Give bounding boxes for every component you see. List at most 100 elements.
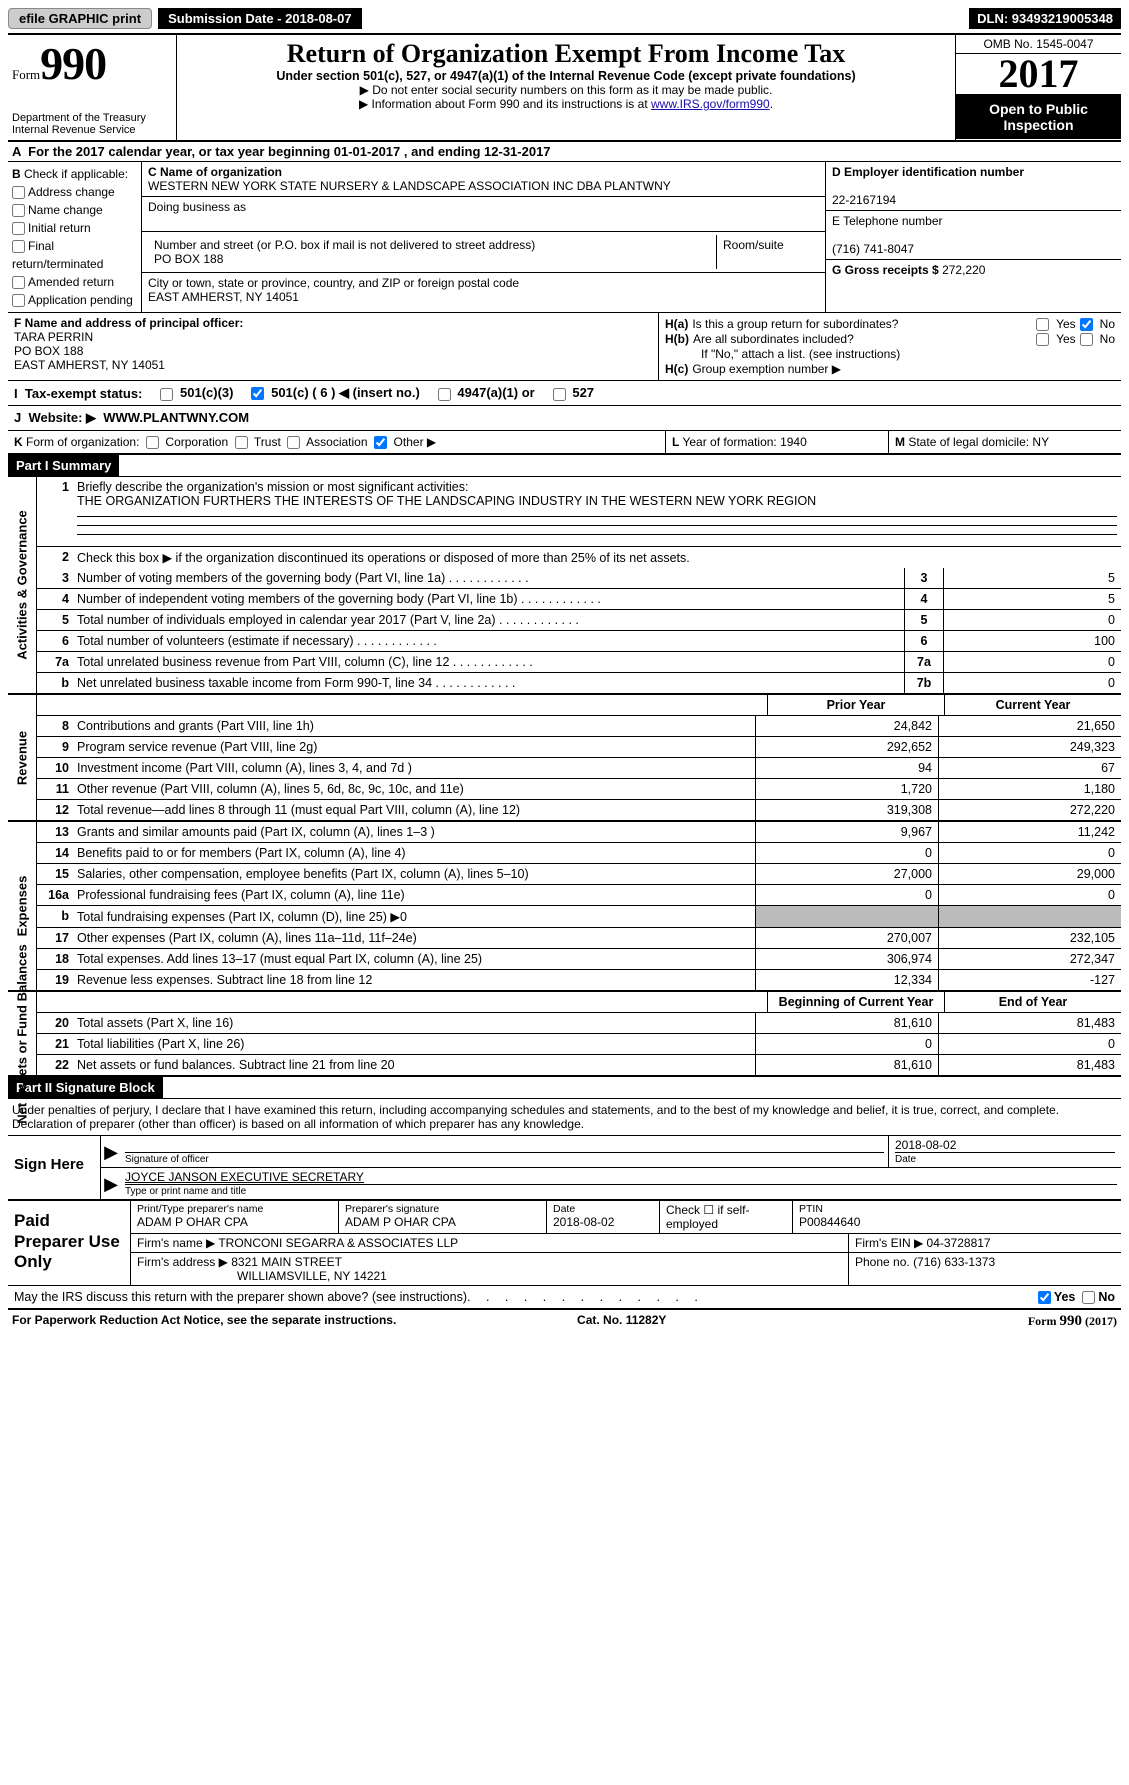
- dba-label: Doing business as: [148, 200, 246, 214]
- cb-4947[interactable]: [438, 388, 451, 401]
- footer-right: Form 990 (2017): [1028, 1313, 1117, 1330]
- discuss-yes[interactable]: [1038, 1291, 1051, 1304]
- section-b-to-g: B Check if applicable: Address change Na…: [8, 161, 1121, 312]
- part1-title: Part I Summary: [8, 455, 119, 476]
- firm-phone: (716) 633-1373: [913, 1255, 995, 1269]
- header-right: OMB No. 1545-0047 2017 Open to Public In…: [956, 35, 1121, 140]
- part1-header: Part I Summary: [8, 455, 1121, 476]
- c-label: C Name of organization: [148, 165, 282, 179]
- cb-final-return[interactable]: [12, 240, 25, 253]
- summary-line: 5Total number of individuals employed in…: [37, 609, 1121, 630]
- header-center: Return of Organization Exempt From Incom…: [177, 35, 956, 140]
- website-value: WWW.PLANTWNY.COM: [103, 410, 249, 425]
- paid-right: Print/Type preparer's nameADAM P OHAR CP…: [130, 1201, 1121, 1285]
- summary-line: 3Number of voting members of the governi…: [37, 568, 1121, 588]
- l2-label: Check this box ▶ if the organization dis…: [77, 551, 690, 565]
- cb-trust[interactable]: [235, 436, 248, 449]
- cb-527[interactable]: [553, 388, 566, 401]
- sig-cap1: Signature of officer: [125, 1152, 884, 1165]
- arrow-icon: ▶: [101, 1168, 121, 1199]
- sig-date: 2018-08-02: [895, 1138, 956, 1152]
- gov-body: 1 Briefly describe the organization's mi…: [36, 477, 1121, 693]
- hc-label: Group exemption number ▶: [692, 362, 841, 376]
- sign-here-label: Sign Here: [8, 1136, 100, 1199]
- page-footer: For Paperwork Reduction Act Notice, see …: [8, 1308, 1121, 1333]
- paid-preparer: Paid Preparer Use Only Print/Type prepar…: [8, 1199, 1121, 1285]
- prep-date-label: Date: [553, 1203, 653, 1215]
- discuss-text: May the IRS discuss this return with the…: [14, 1290, 467, 1304]
- row-a-text: For the 2017 calendar year, or tax year …: [28, 144, 550, 159]
- net-body: Beginning of Current YearEnd of Year 20T…: [36, 992, 1121, 1075]
- officer-sig-field[interactable]: Signature of officer: [121, 1136, 888, 1167]
- form-subtitle: Under section 501(c), 527, or 4947(a)(1)…: [185, 69, 947, 83]
- cb-corp[interactable]: [146, 436, 159, 449]
- cb-app-pending[interactable]: [12, 294, 25, 307]
- b-item-3: Final return/terminated: [12, 239, 103, 271]
- part1-net: Net Assets or Fund Balances Beginning of…: [8, 990, 1121, 1077]
- revenue-line: 12Total revenue—add lines 8 through 11 (…: [37, 799, 1121, 820]
- state-domicile: State of legal domicile: NY: [908, 435, 1049, 449]
- f-label: F Name and address of principal officer:: [14, 316, 243, 330]
- cb-501c[interactable]: [251, 387, 264, 400]
- phone-value: (716) 741-8047: [832, 242, 914, 256]
- submission-date: Submission Date - 2018-08-07: [158, 8, 362, 29]
- cb-address-change[interactable]: [12, 186, 25, 199]
- prep-sig-label: Preparer's signature: [345, 1203, 540, 1215]
- cb-initial-return[interactable]: [12, 222, 25, 235]
- form-header: Form990 Department of the Treasury Inter…: [8, 33, 1121, 140]
- note-info: ▶ Information about Form 990 and its ins…: [185, 97, 947, 111]
- side-net-label: Net Assets or Fund Balances: [15, 944, 30, 1123]
- expense-line: 19Revenue less expenses. Subtract line 1…: [37, 969, 1121, 990]
- expense-line: 15Salaries, other compensation, employee…: [37, 863, 1121, 884]
- b-item-2: Initial return: [28, 221, 91, 235]
- note-ssn: ▶ Do not enter social security numbers o…: [185, 83, 947, 97]
- sign-right: ▶ Signature of officer 2018-08-02Date ▶ …: [100, 1136, 1121, 1199]
- col-de: D Employer identification number 22-2167…: [826, 162, 1121, 312]
- net-line: 22Net assets or fund balances. Subtract …: [37, 1054, 1121, 1075]
- row-f-h: F Name and address of principal officer:…: [8, 312, 1121, 380]
- hb-no-label: No: [1100, 332, 1115, 346]
- g-label: G Gross receipts $: [832, 263, 939, 277]
- officer-name: TARA PERRIN: [14, 330, 93, 344]
- sig-cap-date: Date: [895, 1152, 1115, 1165]
- self-emp[interactable]: Check ☐ if self-employed: [660, 1201, 793, 1233]
- hb-label: Are all subordinates included?: [693, 332, 1032, 346]
- irs-link[interactable]: www.IRS.gov/form990: [651, 97, 770, 111]
- discuss-no[interactable]: [1082, 1291, 1095, 1304]
- cb-other[interactable]: [374, 436, 387, 449]
- firm-name-label: Firm's name ▶: [137, 1236, 215, 1250]
- col-b: B Check if applicable: Address change Na…: [8, 162, 141, 312]
- h-box: H(a) Is this a group return for subordin…: [659, 313, 1121, 380]
- arrow-icon: ▶: [101, 1136, 121, 1167]
- cb-amended[interactable]: [12, 276, 25, 289]
- firm-addr2: WILLIAMSVILLE, NY 14221: [237, 1269, 387, 1283]
- city-label: City or town, state or province, country…: [148, 276, 519, 290]
- irs: Internal Revenue Service: [12, 124, 172, 136]
- i-opt4: 527: [572, 385, 594, 400]
- net-line: 21Total liabilities (Part X, line 26)00: [37, 1033, 1121, 1054]
- prep-date: 2018-08-02: [553, 1215, 614, 1229]
- ha-no[interactable]: [1080, 318, 1093, 331]
- row-j: J Website: ▶ WWW.PLANTWNY.COM: [8, 405, 1121, 430]
- hb-yes-label: Yes: [1056, 332, 1076, 346]
- hb-no[interactable]: [1080, 333, 1093, 346]
- cb-assoc[interactable]: [287, 436, 300, 449]
- ha-no-label: No: [1100, 317, 1115, 331]
- k-opt-1: Trust: [254, 435, 281, 449]
- form-title: Return of Organization Exempt From Incom…: [185, 39, 947, 69]
- ha-yes[interactable]: [1036, 318, 1049, 331]
- summary-line: 7aTotal unrelated business revenue from …: [37, 651, 1121, 672]
- cb-name-change[interactable]: [12, 204, 25, 217]
- cb-501c3[interactable]: [160, 388, 173, 401]
- exp-body: 13Grants and similar amounts paid (Part …: [36, 822, 1121, 990]
- part1-rev: Revenue Prior YearCurrent Year 8Contribu…: [8, 693, 1121, 820]
- d-cell: D Employer identification number 22-2167…: [826, 162, 1121, 211]
- ein-value: 22-2167194: [832, 193, 896, 207]
- c-dba-cell: Doing business as: [142, 197, 825, 232]
- side-net-assets: Net Assets or Fund Balances: [8, 992, 36, 1075]
- k-opt-0: Corporation: [165, 435, 228, 449]
- hb-yes[interactable]: [1036, 333, 1049, 346]
- officer-name-field: JOYCE JANSON EXECUTIVE SECRETARYType or …: [121, 1168, 1121, 1199]
- efile-btn[interactable]: efile GRAPHIC print: [8, 8, 152, 29]
- revenue-line: 9Program service revenue (Part VIII, lin…: [37, 736, 1121, 757]
